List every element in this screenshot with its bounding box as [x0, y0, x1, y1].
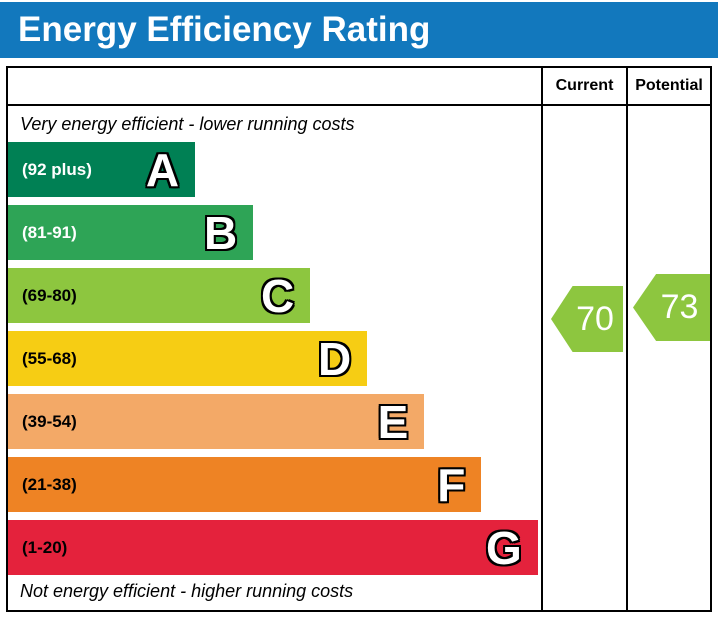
chart-header-row: Current Potential	[8, 68, 710, 106]
band-f-letter: F	[437, 458, 466, 511]
chart-body-row: Very energy efficient - lower running co…	[8, 106, 710, 610]
band-b: (81-91) B	[8, 205, 254, 260]
band-b-range: (81-91)	[22, 222, 77, 242]
bottom-note: Not energy efficient - higher running co…	[20, 581, 354, 601]
current-value: 70	[576, 299, 614, 338]
page-title: Energy Efficiency Rating	[0, 2, 718, 58]
top-note: Very energy efficient - lower running co…	[20, 114, 355, 134]
bands-column: Very energy efficient - lower running co…	[8, 106, 541, 610]
potential-value: 73	[660, 288, 699, 326]
band-f: (21-38) F	[8, 457, 482, 512]
rating-bands: (92 plus) A (81-91) B (69-80) C (55-68) …	[8, 142, 541, 575]
potential-column: 73	[626, 106, 710, 610]
header-spacer	[8, 68, 541, 104]
band-e: (39-54) E	[8, 394, 425, 449]
band-e-range: (39-54)	[22, 411, 77, 431]
band-b-letter: B	[203, 206, 238, 259]
band-c-range: (69-80)	[22, 285, 77, 305]
band-g-letter: G	[486, 521, 522, 574]
epc-rating-chart: Current Potential Very energy efficient …	[6, 66, 712, 612]
band-a-range: (92 plus)	[22, 159, 92, 179]
band-c: (69-80) C	[8, 268, 311, 323]
band-d-letter: D	[318, 332, 352, 385]
current-arrow: 70	[551, 286, 623, 352]
band-g: (1-20) G	[8, 520, 538, 575]
band-e-letter: E	[377, 395, 409, 448]
band-g-range: (1-20)	[22, 537, 68, 557]
band-a: (92 plus) A	[8, 142, 196, 197]
band-d-range: (55-68)	[22, 348, 77, 368]
band-c-letter: C	[260, 269, 295, 322]
potential-column-header: Potential	[626, 68, 710, 104]
band-f-range: (21-38)	[22, 474, 77, 494]
band-a-letter: A	[145, 143, 180, 196]
potential-arrow: 73	[633, 274, 710, 341]
current-column: 70	[541, 106, 626, 610]
current-column-header: Current	[541, 68, 626, 104]
band-d: (55-68) D	[8, 331, 368, 386]
